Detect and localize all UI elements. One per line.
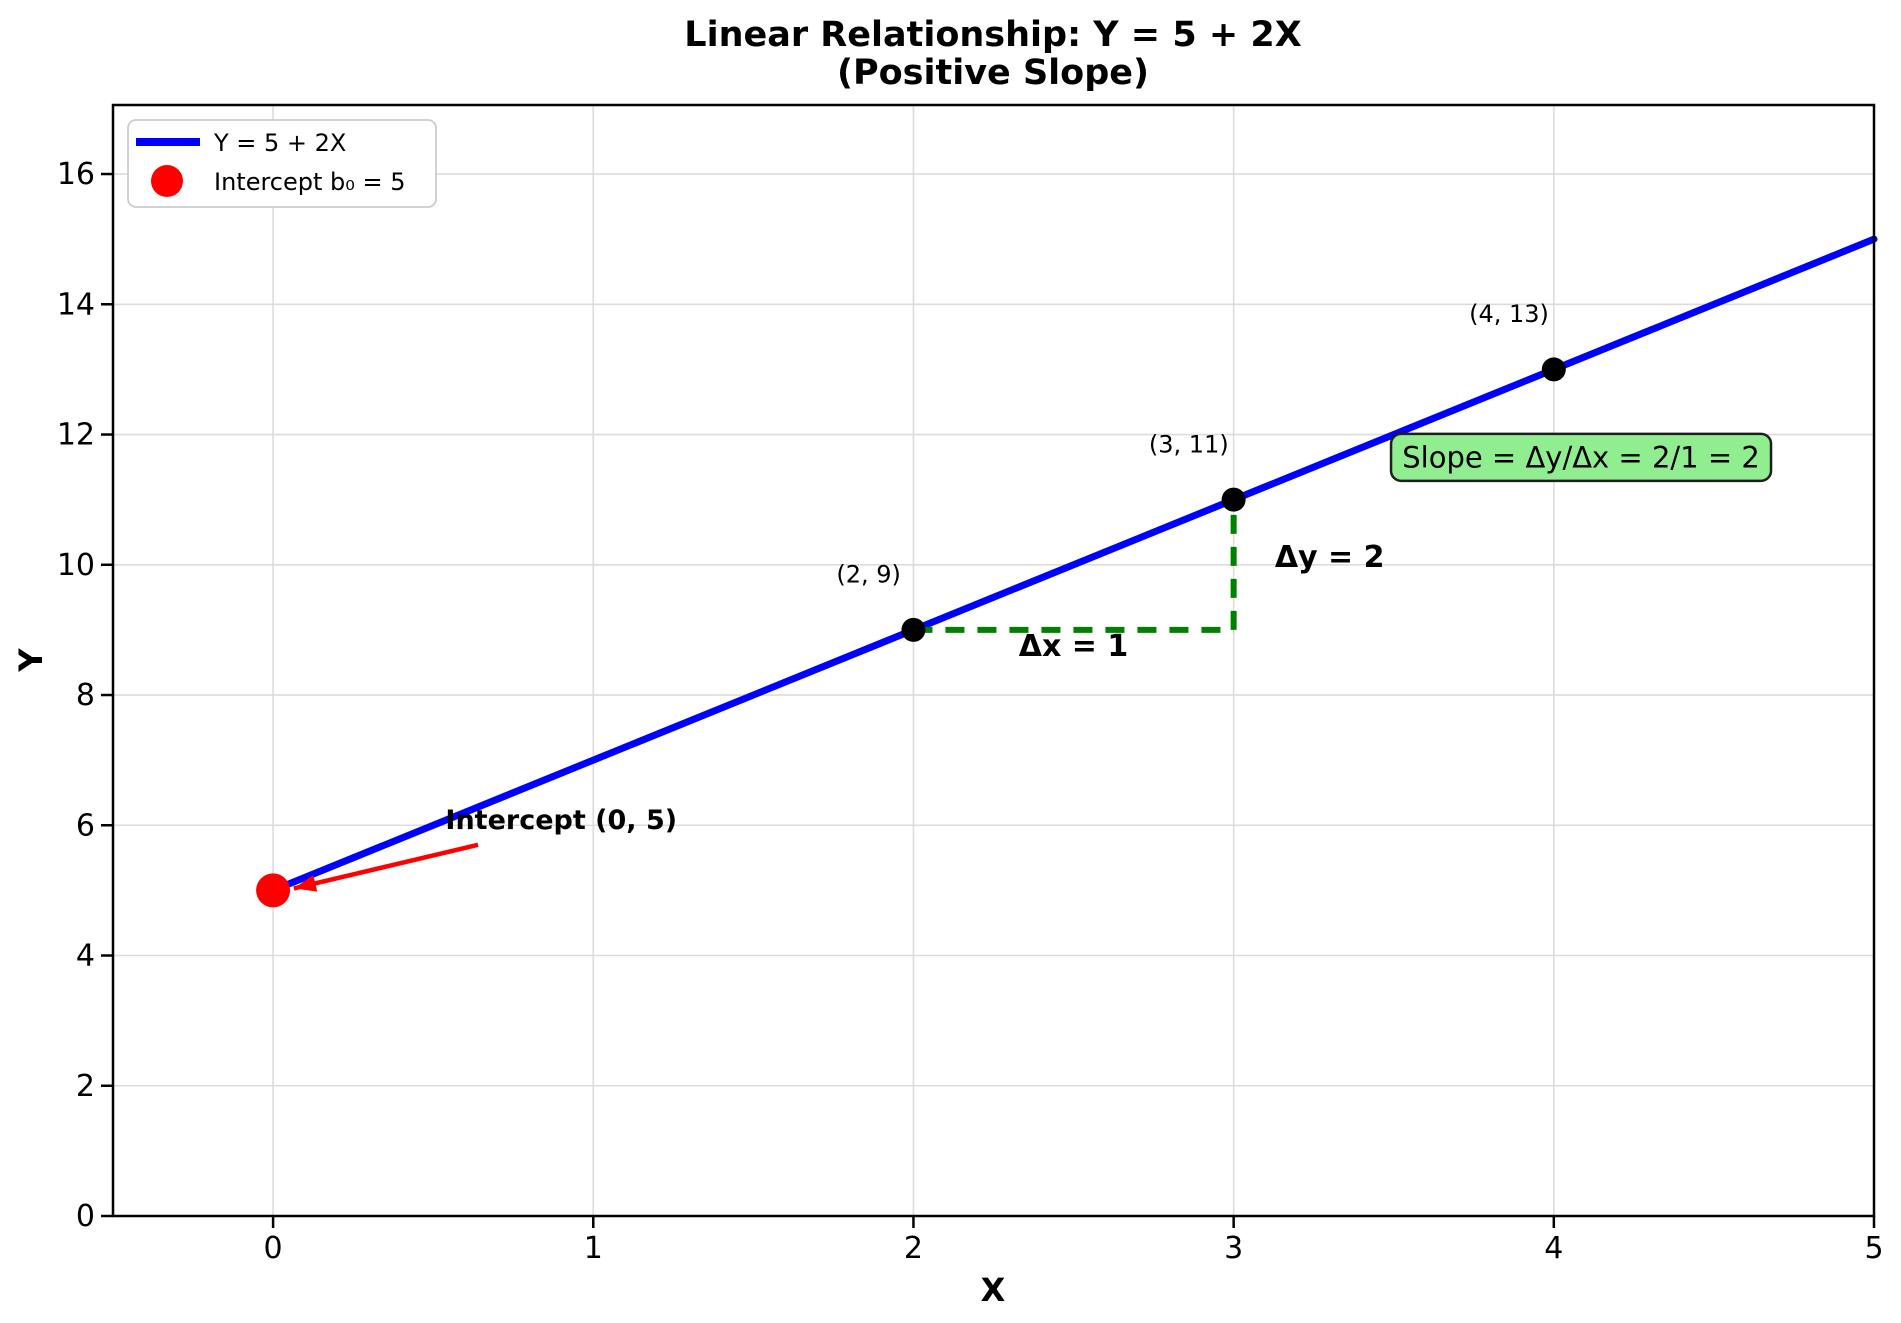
y-tick-label: 14 bbox=[57, 287, 95, 322]
legend-item-line-label: Y = 5 + 2X bbox=[213, 129, 346, 157]
legend-item-intercept-label: Intercept b₀ = 5 bbox=[214, 168, 406, 196]
legend: Y = 5 + 2X Intercept b₀ = 5 bbox=[127, 119, 437, 208]
y-tick-label: 0 bbox=[76, 1199, 95, 1234]
data-point bbox=[1221, 487, 1246, 512]
intercept-arrow-head bbox=[293, 875, 318, 892]
y-tick-label: 10 bbox=[57, 548, 95, 583]
slope-annotation-box: Slope = Δy/Δx = 2/1 = 2 bbox=[1389, 432, 1773, 483]
data-layer: (2, 9) (3, 11) (4, 13) bbox=[256, 235, 1878, 908]
regression-line bbox=[269, 235, 1878, 894]
y-tick-label: 2 bbox=[76, 1069, 95, 1104]
delta-x-annotation: Δx = 1 bbox=[1019, 629, 1128, 664]
y-tick-label: 6 bbox=[76, 808, 95, 843]
delta-y-annotation: Δy = 2 bbox=[1275, 540, 1385, 575]
y-tick-label: 8 bbox=[76, 678, 95, 713]
legend-box bbox=[127, 119, 437, 208]
intercept-point bbox=[256, 873, 291, 908]
x-tick-label: 0 bbox=[264, 1231, 283, 1266]
y-tick-label: 12 bbox=[57, 418, 95, 453]
y-tick-label: 16 bbox=[57, 157, 95, 192]
intercept-arrow-shaft bbox=[293, 842, 479, 891]
y-axis-label: Y bbox=[12, 648, 50, 673]
x-tick-label: 2 bbox=[904, 1231, 923, 1266]
data-point-label: (4, 13) bbox=[1469, 300, 1549, 328]
data-point-label: (3, 11) bbox=[1149, 430, 1229, 458]
x-axis-label: X bbox=[981, 1271, 1006, 1309]
x-tick-label: 5 bbox=[1864, 1231, 1883, 1266]
slope-box-background bbox=[1389, 432, 1773, 483]
grid-layer bbox=[113, 105, 1875, 1217]
x-tick-label: 4 bbox=[1544, 1231, 1563, 1266]
data-point bbox=[1541, 357, 1566, 382]
slope-box-label: Slope = Δy/Δx = 2/1 = 2 bbox=[1402, 440, 1760, 474]
y-tick-label: 4 bbox=[76, 939, 95, 974]
x-tick-label: 3 bbox=[1224, 1231, 1243, 1266]
data-point-label: (2, 9) bbox=[836, 561, 901, 589]
intercept-annotation: Intercept (0, 5) bbox=[445, 805, 677, 836]
x-tick-label: 1 bbox=[584, 1231, 603, 1266]
annotation-arrow-layer bbox=[293, 842, 479, 892]
chart-title-line2: (Positive Slope) bbox=[837, 53, 1149, 93]
data-point bbox=[901, 617, 926, 642]
plot-frame bbox=[111, 103, 1876, 1218]
legend-intercept-marker bbox=[151, 165, 183, 197]
chart-title-line1: Linear Relationship: Y = 5 + 2X bbox=[684, 15, 1301, 55]
